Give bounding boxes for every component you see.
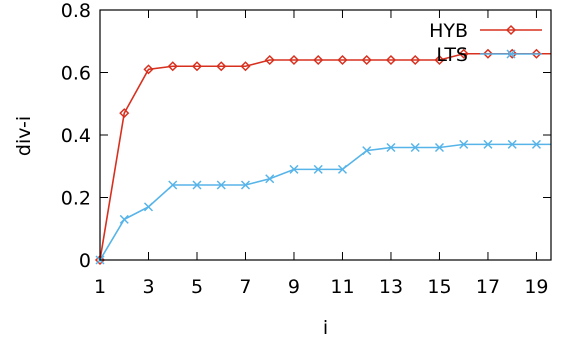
series-line-hyb [100, 52, 551, 261]
data-point-hyb [410, 54, 421, 66]
data-point-lts [507, 139, 517, 149]
data-point-lts [337, 164, 348, 174]
data-point-lts [313, 164, 323, 174]
data-point-hyb [167, 61, 178, 72]
y-tick-label: 0.8 [61, 0, 91, 22]
data-point-lts [168, 180, 178, 190]
legend-label-lts: LTS [436, 44, 468, 66]
data-point-hyb [264, 54, 275, 66]
data-point-hyb [216, 61, 227, 72]
data-point-lts [240, 180, 251, 190]
data-point-lts [386, 142, 396, 153]
ticks-layer: 00.20.40.60.81 3 5 7 9 11 13 15 17 19 [61, 0, 551, 298]
data-point-hyb [361, 54, 372, 66]
data-point-hyb [94, 254, 106, 266]
data-point-lts [362, 146, 372, 156]
x-tick-label: 9 [288, 276, 300, 298]
data-point-lts [143, 202, 154, 212]
data-point-hyb [313, 54, 324, 66]
data-point-hyb [288, 54, 300, 66]
x-tick-label: 15 [427, 276, 451, 298]
x-tick-label: 3 [142, 276, 154, 298]
x-tick-label: 1 [94, 276, 106, 298]
y-axis-label: div-i [13, 116, 35, 156]
data-point-hyb [434, 54, 445, 66]
data-point-hyb [385, 54, 397, 66]
y-tick-label: 0 [79, 250, 91, 272]
data-point-hyb [337, 54, 348, 66]
data-point-hyb [119, 108, 130, 119]
x-tick-label: 5 [191, 276, 203, 298]
series-lines-layer [100, 52, 551, 261]
x-tick-label: 19 [524, 276, 548, 298]
data-point-lts [289, 164, 299, 174]
data-point-hyb [482, 48, 494, 59]
data-point-lts [434, 142, 444, 153]
y-tick-label: 0.6 [61, 63, 91, 85]
data-point-lts [459, 139, 469, 149]
data-point-hyb [458, 48, 469, 59]
data-point-lts [531, 139, 541, 149]
legend-marker-lts [506, 49, 516, 59]
x-tick-label: 7 [239, 276, 251, 298]
x-axis-label: i [323, 317, 328, 337]
legend-label-hyb: HYB [429, 20, 468, 42]
legend-marker-hyb [505, 24, 517, 36]
data-point-lts [216, 180, 226, 190]
data-point-hyb [191, 61, 203, 72]
plot-frame [99, 9, 552, 261]
data-point-hyb [240, 61, 251, 72]
data-point-lts [265, 174, 275, 184]
series-line-lts [100, 143, 551, 261]
data-point-hyb [143, 64, 154, 75]
x-tick-label: 11 [330, 276, 354, 298]
data-point-lts [192, 180, 202, 190]
data-point-hyb [531, 48, 542, 59]
y-tick-label: 0.2 [61, 188, 91, 210]
series-markers-layer [94, 48, 542, 266]
data-point-lts [119, 214, 129, 224]
x-tick-label: 13 [379, 276, 403, 298]
data-point-lts [410, 142, 420, 153]
x-tick-label: 17 [476, 276, 500, 298]
data-point-lts [483, 139, 493, 149]
y-tick-label: 0.4 [61, 125, 91, 147]
